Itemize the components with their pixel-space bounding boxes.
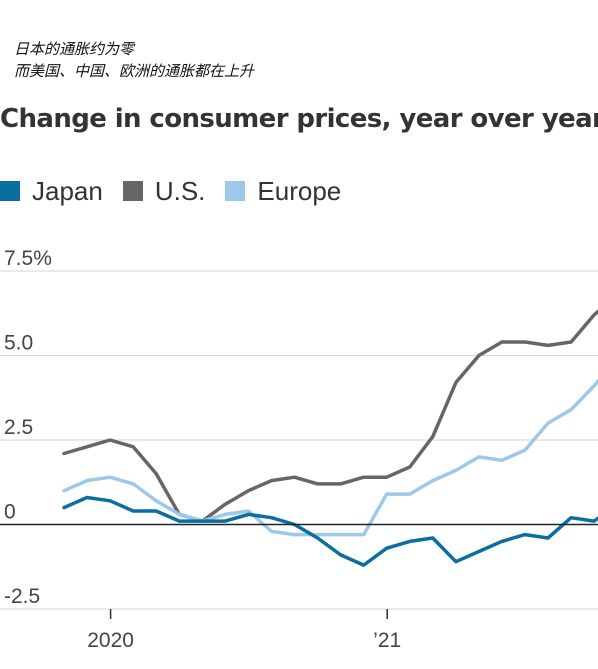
chart-legend: Japan U.S. Europe: [0, 175, 361, 207]
legend-swatch: [122, 181, 143, 201]
legend-item: Europe: [225, 176, 341, 207]
x-tick-label: ’21: [373, 629, 401, 652]
legend-label: U.S.: [154, 175, 206, 206]
x-tick-label: 2020: [87, 629, 134, 652]
series-line-europe: [62, 378, 598, 537]
y-tick-label: -2.5: [4, 585, 40, 608]
legend-item: Japan: [0, 176, 103, 207]
y-tick-label: 2.5: [4, 416, 33, 439]
subtitle-line-2: 而美国、中国、欧洲的通胀都在上升: [14, 62, 255, 80]
chart-title: Change in consumer prices, year over yea…: [0, 104, 598, 134]
legend-swatch: [225, 181, 246, 201]
series-line-us: [62, 309, 598, 523]
series-line-japan: [62, 495, 598, 567]
subtitle: 日本的通胀约为零 而美国、中国、欧洲的通胀都在上升: [14, 38, 254, 82]
y-tick-label: 0: [4, 501, 16, 524]
legend-item: U.S.: [122, 175, 206, 207]
legend-label: Europe: [257, 175, 342, 206]
legend-label: Japan: [32, 175, 103, 206]
y-tick-label: 7.5%: [4, 247, 52, 270]
legend-swatch: [0, 181, 20, 201]
y-tick-label: 5.0: [4, 332, 33, 355]
subtitle-line-1: 日本的通胀约为零: [14, 40, 135, 58]
